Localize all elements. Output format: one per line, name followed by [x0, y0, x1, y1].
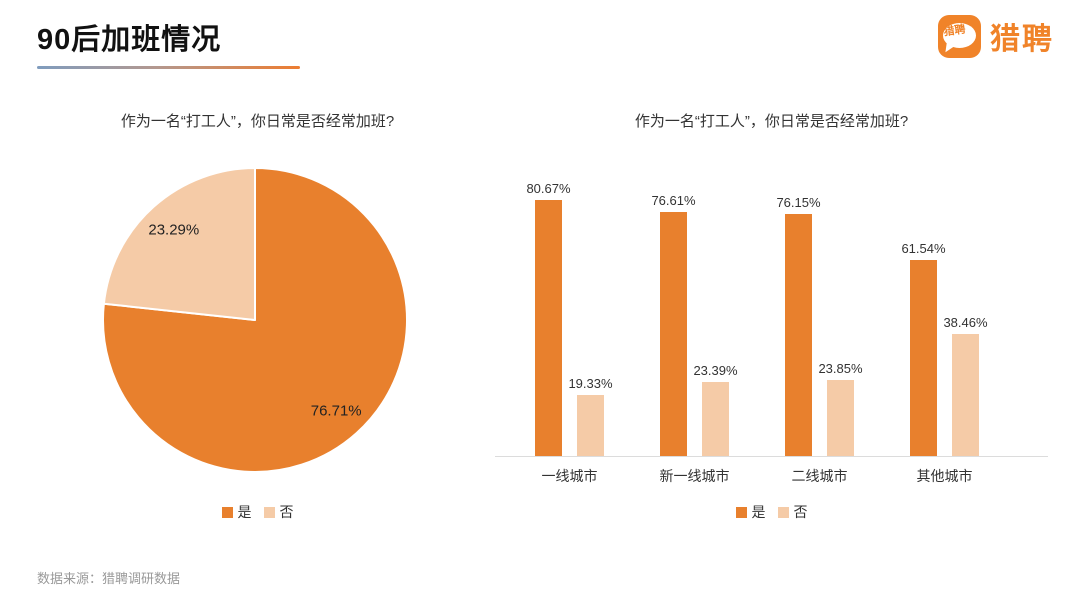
bar-yes	[660, 212, 687, 456]
category-label: 二线城市	[791, 468, 848, 484]
pie-chart-title: 作为一名“打工人”，你日常是否经常加班?	[120, 113, 395, 130]
bar-yes	[535, 199, 562, 456]
bar-yes	[910, 260, 937, 456]
bar-value-label: 76.61%	[651, 193, 696, 209]
no-color-swatch	[777, 506, 789, 518]
bar-group: 76.61% 23.39%	[651, 193, 738, 456]
pie-slice-label-no: 23.29%	[148, 222, 199, 239]
bar-chart-panel: 作为一名“打工人”，你日常是否经常加班? 80.67% 19.33% 76.61% 2…	[495, 110, 1048, 540]
bar-no	[952, 333, 979, 456]
bar-legend: 是 否	[495, 502, 1048, 522]
bar-value-label: 76.15%	[776, 194, 821, 210]
pie-legend: 是 否	[60, 502, 455, 522]
bar-wrap-no: 19.33%	[568, 376, 613, 456]
bar-value-label: 80.67%	[526, 180, 571, 196]
bar-no	[827, 380, 854, 456]
data-source-note: 数据来源：猎聘调研数据	[37, 571, 181, 586]
bar-wrap-yes: 76.15%	[776, 195, 821, 456]
legend-label-no: 否	[279, 504, 294, 520]
legend-item-no: 否	[777, 502, 808, 522]
bar-wrap-no: 23.85%	[818, 361, 863, 456]
bar-wrap-yes: 80.67%	[526, 181, 571, 456]
speech-bubble-shape	[943, 22, 976, 48]
title-underline	[37, 66, 300, 69]
category-label: 一线城市	[541, 468, 598, 484]
category-label: 其他城市	[916, 468, 973, 484]
bar-wrap-yes: 76.61%	[651, 193, 696, 456]
x-axis-line	[495, 456, 1048, 457]
legend-item-yes: 是	[221, 502, 252, 522]
pie-chart-panel: 作为一名“打工人”，你日常是否经常加班? 76.71% 23.29% 是 否	[60, 110, 455, 540]
bar-wrap-yes: 61.54%	[901, 241, 946, 456]
bar-wrap-no: 23.39%	[693, 363, 738, 456]
pie-slice-yes	[102, 167, 408, 473]
bar-no	[577, 394, 604, 456]
bar-chart: 80.67% 19.33% 76.61% 23.39% 76.15% 23.85% 61.5…	[495, 165, 1048, 456]
yes-color-swatch	[735, 506, 747, 518]
pie-svg: 76.71% 23.29%	[102, 167, 408, 473]
legend-item-yes: 是	[735, 502, 766, 522]
bar-group: 76.15% 23.85%	[776, 195, 863, 456]
legend-label-yes: 是	[751, 504, 766, 520]
legend-label-yes: 是	[237, 504, 252, 520]
bar-value-label: 19.33%	[568, 375, 613, 391]
speech-bubble-icon: 猎聘	[938, 14, 981, 58]
bar-group: 61.54% 38.46%	[901, 241, 988, 456]
bar-chart-title: 作为一名“打工人”，你日常是否经常加班?	[634, 113, 909, 130]
page-title: 90后加班情况	[37, 24, 222, 56]
bar-value-label: 38.46%	[943, 314, 988, 330]
bar-value-label: 23.39%	[693, 362, 738, 378]
category-label: 新一线城市	[659, 468, 730, 484]
bar-wrap-no: 38.46%	[943, 315, 988, 456]
pie-slice-no	[102, 167, 256, 321]
bar-value-label: 23.85%	[818, 361, 863, 377]
legend-label-no: 否	[793, 504, 808, 520]
brand-logo: 猎聘 猎聘	[938, 14, 1054, 58]
bar-group: 80.67% 19.33%	[526, 181, 613, 456]
pie-slice-label-yes: 76.71%	[311, 403, 362, 420]
brand-wordmark: 猎聘	[990, 23, 1054, 56]
bar-value-label: 61.54%	[901, 241, 946, 257]
x-axis-labels: 一线城市 新一线城市 二线城市 其他城市	[495, 466, 1048, 486]
yes-color-swatch	[221, 506, 233, 518]
pie-chart: 76.71% 23.29%	[95, 160, 415, 480]
bar-no	[702, 381, 729, 456]
legend-item-no: 否	[263, 502, 294, 522]
bar-yes	[785, 213, 812, 456]
no-color-swatch	[263, 506, 275, 518]
